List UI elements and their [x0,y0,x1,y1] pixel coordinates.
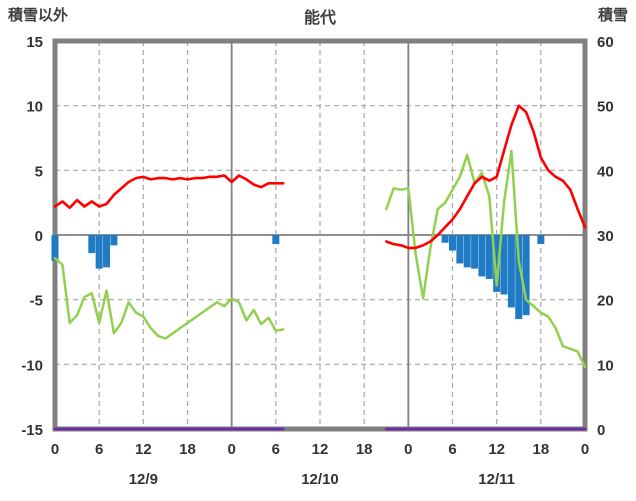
hour-tick-label: 18 [179,441,196,458]
left-axis-tick-label: 0 [35,228,43,245]
day-label: 12/11 [478,471,515,488]
precipitation-bars-bar [515,235,523,320]
precipitation-bars-bar [485,235,493,279]
temperature-line [53,104,587,250]
precipitation-bars-bar [463,235,471,268]
hour-tick-label: 0 [51,441,59,458]
left-axis-tick-label: -10 [21,357,43,374]
hour-tick-label: 12 [488,441,505,458]
left-axis-tick-label: 10 [26,99,43,116]
chart-title: 能代 [303,10,336,27]
precipitation-bars [51,235,545,320]
right-axis-tick-label: 20 [597,293,614,310]
hour-tick-label: 0 [404,441,412,458]
left-axis-tick-label: -15 [21,422,43,439]
hour-tick-label: 6 [272,441,280,458]
green-line-segment [385,149,587,369]
day-label: 12/9 [129,471,158,488]
precipitation-bars-bar [441,235,449,243]
precipitation-bars-bar [272,235,280,245]
precipitation-bars-bar [493,235,501,292]
temperature-line-segment [384,104,587,250]
left-axis-title: 積雪以外 [8,7,69,24]
hour-tick-label: 12 [312,441,329,458]
right-axis-tick-label: 50 [597,99,614,116]
right-axis-tick-label: 60 [597,34,614,51]
right-axis-tick-label: 40 [597,163,614,180]
precipitation-bars-bar [500,235,508,295]
left-axis-tick-label: 15 [26,34,43,51]
right-axis-tick-label: 10 [597,357,614,374]
hour-tick-label: 6 [95,441,103,458]
right-axis-tick-label: 30 [597,228,614,245]
hour-tick-label: 0 [581,441,589,458]
hour-tick-label: 18 [532,441,549,458]
hour-tick-label: 0 [227,441,235,458]
precipitation-bars-bar [507,235,515,308]
precipitation-bars-bar [103,235,111,268]
precipitation-bars-bar [471,235,479,269]
right-axis-tick-label: 0 [597,422,605,439]
precipitation-bars-bar [95,235,103,269]
day-label: 12/10 [301,471,339,488]
temperature-line-segment [53,174,285,210]
left-axis-tick-label: 5 [35,163,43,180]
green-line-segment [53,257,285,340]
right-axis-title: 積雪 [597,7,628,24]
precipitation-bars-bar [110,235,118,246]
precipitation-bars-bar [478,235,486,277]
hour-tick-label: 6 [448,441,456,458]
precipitation-bars-bar [456,235,464,264]
precipitation-bars-bar [522,235,530,316]
precipitation-bars-bar [51,235,59,261]
precipitation-bars-bar [449,235,456,251]
precipitation-bars-bar [88,235,96,254]
precipitation-bars-bar [537,235,545,245]
left-axis-tick-label: -5 [30,293,43,310]
green-line [53,149,587,369]
hour-tick-label: 12 [135,441,152,458]
hour-tick-label: 18 [356,441,373,458]
